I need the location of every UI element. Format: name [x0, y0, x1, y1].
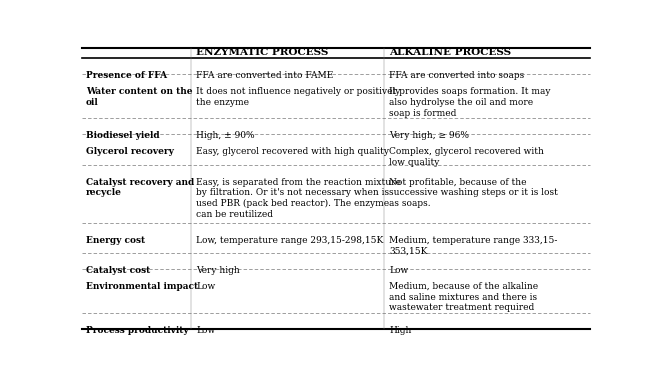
Text: Very high, ≥ 96%: Very high, ≥ 96% [389, 131, 469, 140]
Text: ENZYMATIC PROCESS: ENZYMATIC PROCESS [196, 48, 328, 57]
Text: Low: Low [196, 282, 215, 291]
Text: Not profitable, because of the
successive washing steps or it is lost
as soaps.: Not profitable, because of the successiv… [389, 178, 558, 208]
Text: Water content on the
oil: Water content on the oil [86, 87, 193, 107]
Text: It provides soaps formation. It may
also hydrolyse the oil and more
soap is form: It provides soaps formation. It may also… [389, 87, 550, 118]
Text: High: High [389, 326, 411, 335]
Text: Energy cost: Energy cost [86, 236, 145, 245]
Text: It does not influence negatively or positively
the enzyme: It does not influence negatively or posi… [196, 87, 400, 107]
Text: Medium, because of the alkaline
and saline mixtures and there is
wastewater trea: Medium, because of the alkaline and sali… [389, 282, 538, 312]
Text: High, ± 90%: High, ± 90% [196, 131, 255, 140]
Text: Easy, glycerol recovered with high quality: Easy, glycerol recovered with high quali… [196, 147, 389, 156]
Text: Environmental impact: Environmental impact [86, 282, 198, 291]
Text: FFA are converted into FAME: FFA are converted into FAME [196, 71, 333, 80]
Text: Glycerol recovery: Glycerol recovery [86, 147, 174, 156]
Text: Complex, glycerol recovered with
low quality: Complex, glycerol recovered with low qua… [389, 147, 544, 167]
Text: Easy, is separated from the reaction mixture
by filtration. Or it's not necessar: Easy, is separated from the reaction mix… [196, 178, 401, 219]
Text: Low: Low [389, 266, 408, 275]
Text: Biodiesel yield: Biodiesel yield [86, 131, 160, 140]
Text: Medium, temperature range 333,15-
353,15K: Medium, temperature range 333,15- 353,15… [389, 236, 557, 256]
Text: Presence of FFA: Presence of FFA [86, 71, 167, 80]
Text: Catalyst cost: Catalyst cost [86, 266, 150, 275]
Text: Process productivity: Process productivity [86, 326, 189, 335]
Text: Catalyst recovery and
recycle: Catalyst recovery and recycle [86, 178, 194, 197]
Text: Very high: Very high [196, 266, 240, 275]
Text: Low: Low [196, 326, 215, 335]
Text: FFA are converted into soaps: FFA are converted into soaps [389, 71, 524, 80]
Text: Low, temperature range 293,15-298,15K: Low, temperature range 293,15-298,15K [196, 236, 383, 245]
Text: ALKALINE PROCESS: ALKALINE PROCESS [389, 48, 511, 57]
